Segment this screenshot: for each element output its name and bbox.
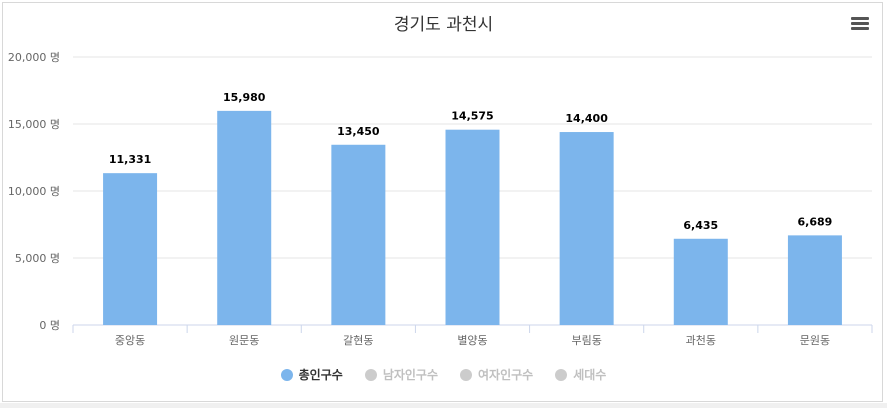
bar (559, 132, 614, 325)
data-label: 14,575 (451, 110, 493, 123)
x-tick-label: 중앙동 (115, 334, 145, 347)
bar (217, 110, 272, 325)
data-label: 14,400 (565, 112, 608, 125)
x-tick-label: 갈현동 (343, 333, 373, 347)
y-tick-label: 5,000 명 (15, 252, 60, 265)
legend-dot-icon (460, 368, 473, 381)
bar (673, 238, 728, 325)
bar (331, 144, 386, 325)
legend-label: 총인구수 (298, 368, 343, 382)
data-label: 6,435 (683, 219, 718, 232)
legend-dot-icon (555, 368, 568, 381)
legend-item-0[interactable]: 총인구수 (280, 366, 343, 383)
legend-dot-icon (364, 368, 377, 381)
data-label: 13,450 (337, 125, 380, 138)
bar (787, 235, 842, 325)
x-tick-label: 과천동 (686, 333, 716, 347)
data-label: 6,689 (798, 215, 833, 228)
hamburger-menu-icon[interactable] (851, 17, 869, 31)
legend: 총인구수 남자인구수 여자인구수 세대수 (0, 366, 887, 383)
y-tick-label: 20,000 명 (8, 51, 60, 64)
data-label: 15,980 (223, 91, 266, 104)
legend-dot-icon (280, 368, 293, 381)
y-tick-label: 15,000 명 (8, 118, 60, 131)
legend-item-2[interactable]: 여자인구수 (460, 366, 533, 383)
legend-item-1[interactable]: 남자인구수 (364, 366, 439, 383)
bar (445, 129, 500, 325)
x-tick-label: 원문동 (229, 334, 259, 347)
x-tick-label: 문원동 (800, 334, 830, 347)
y-tick-label: 10,000 명 (8, 185, 60, 198)
x-tick-label: 부림동 (571, 334, 601, 347)
x-tick-label: 별양동 (457, 334, 487, 347)
legend-label: 세대수 (573, 368, 607, 382)
data-label: 11,331 (109, 153, 151, 166)
bottom-strip (0, 403, 887, 408)
bar (103, 173, 158, 325)
legend-item-3[interactable]: 세대수 (555, 366, 606, 383)
legend-label: 남자인구수 (382, 368, 439, 382)
y-tick-label: 0 명 (39, 319, 60, 332)
chart-title: 경기도 과천시 (393, 15, 494, 35)
legend-label: 여자인구수 (478, 368, 534, 382)
